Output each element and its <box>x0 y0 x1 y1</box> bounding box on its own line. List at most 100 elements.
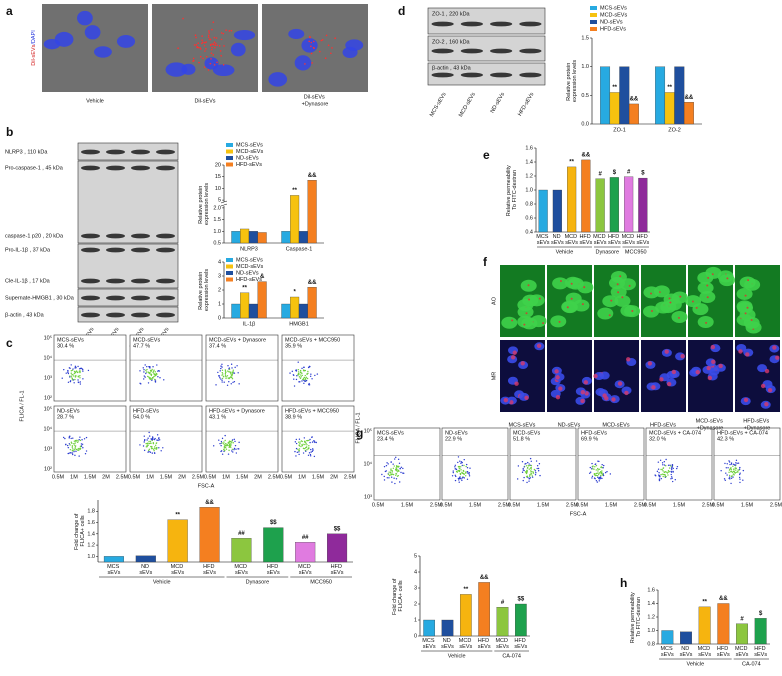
event-dot <box>309 441 311 444</box>
event-dot <box>739 481 741 484</box>
event-dot <box>151 445 153 448</box>
event-dot <box>383 465 386 468</box>
y-axis-label: Relative protein expression levels <box>198 183 210 225</box>
event-dot <box>148 442 151 445</box>
y-tick-label: 1.4 <box>647 601 655 607</box>
event-dot <box>231 448 233 451</box>
event-dot <box>739 478 741 480</box>
event-dot <box>731 471 734 473</box>
dil-dot <box>205 48 207 50</box>
event-dot <box>738 468 741 470</box>
event-dot <box>395 456 397 459</box>
event-dot <box>458 479 460 481</box>
event-dot <box>231 450 233 452</box>
dil-dot <box>212 54 215 56</box>
flow-y-tick: 10⁵ <box>44 405 52 412</box>
blot-band <box>156 165 175 171</box>
stain-dot <box>691 300 694 303</box>
bar <box>680 631 692 645</box>
event-dot <box>386 477 389 479</box>
event-dot <box>72 448 74 450</box>
bar <box>248 231 258 244</box>
bar <box>231 303 241 319</box>
dil-dot <box>204 50 206 52</box>
legend-label: MCD-sEVs <box>236 264 263 270</box>
y-tick-label: 0.0 <box>581 121 589 127</box>
event-dot <box>66 444 69 447</box>
plot-percent: 51.8 % <box>513 436 530 442</box>
dil-dot <box>330 52 332 55</box>
event-dot <box>313 440 316 442</box>
blot-box <box>77 306 179 323</box>
event-dot <box>736 462 738 464</box>
plot-label: HFD-sEVs + MCC950 <box>285 408 339 414</box>
event-dot <box>735 471 738 474</box>
flow-plot <box>53 405 127 473</box>
blot-band <box>131 295 150 301</box>
event-dot <box>463 458 465 461</box>
event-dot <box>78 448 81 450</box>
event-dot <box>462 472 464 475</box>
event-dot <box>78 449 80 451</box>
event-dot <box>293 378 295 380</box>
nucleus <box>116 35 136 48</box>
stain-dot <box>706 284 709 287</box>
dil-dot <box>208 30 210 32</box>
event-dot <box>662 473 665 476</box>
event-dot <box>67 371 69 374</box>
event-dot <box>236 365 238 367</box>
event-dot <box>297 361 299 363</box>
nucleus <box>230 42 246 57</box>
event-dot <box>296 375 298 377</box>
event-dot <box>311 441 314 443</box>
legend-swatch <box>590 27 597 31</box>
event-dot <box>297 371 300 373</box>
event-dot <box>732 476 734 478</box>
event-dot <box>599 472 601 474</box>
event-dot <box>298 448 301 450</box>
event-dot <box>238 441 240 444</box>
event-dot <box>452 471 454 474</box>
blot-box <box>427 62 546 86</box>
event-dot <box>71 369 74 371</box>
event-dot <box>154 444 157 446</box>
event-dot <box>664 474 666 476</box>
bar <box>327 533 348 563</box>
event-dot <box>383 479 386 481</box>
significance-mark: * <box>293 290 296 296</box>
y-tick-label: 0.8 <box>647 641 655 647</box>
event-dot <box>737 462 740 464</box>
dil-dot <box>311 62 313 64</box>
event-dot <box>151 379 153 381</box>
significance-mark: ## <box>302 535 309 541</box>
event-dot <box>73 443 75 445</box>
significance-mark: $$ <box>517 597 524 603</box>
significance-mark: # <box>501 600 505 606</box>
dil-dot <box>319 50 321 53</box>
x-tick-label: MCD sEVs <box>565 234 579 246</box>
bar <box>581 159 591 233</box>
y-tick-label: 1.8 <box>87 509 95 515</box>
dil-dot <box>202 41 204 43</box>
bar <box>538 189 548 233</box>
event-dot <box>151 378 153 380</box>
event-dot <box>232 451 234 453</box>
event-dot <box>461 472 463 474</box>
event-dot <box>603 464 605 467</box>
event-dot <box>394 482 396 485</box>
cell <box>739 276 756 289</box>
event-dot <box>390 461 392 463</box>
group-label: Dynasore <box>246 579 270 585</box>
dil-dot <box>208 38 211 40</box>
event-dot <box>155 442 158 445</box>
stain-dot <box>581 303 584 306</box>
bar <box>231 538 252 563</box>
event-dot <box>454 474 456 476</box>
stain-dot <box>558 386 563 391</box>
event-dot <box>659 459 662 461</box>
event-dot <box>305 379 308 382</box>
event-dot <box>152 437 154 439</box>
event-dot <box>143 441 145 443</box>
bar <box>600 66 611 125</box>
event-dot <box>461 464 464 467</box>
